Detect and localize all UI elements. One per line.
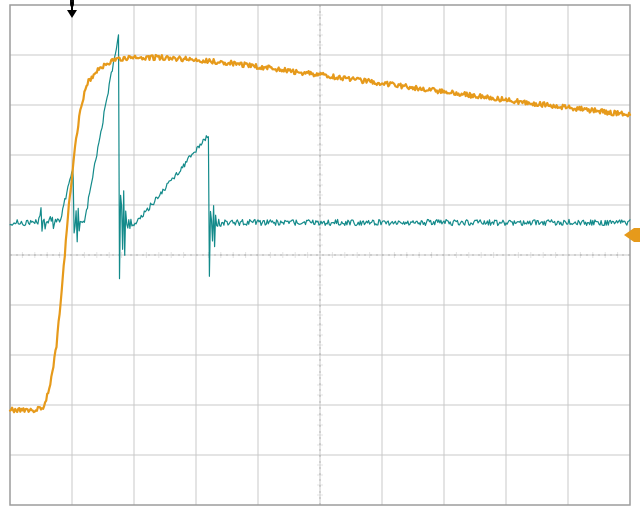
scope-svg: [0, 0, 640, 515]
oscilloscope-plot: [0, 0, 640, 515]
